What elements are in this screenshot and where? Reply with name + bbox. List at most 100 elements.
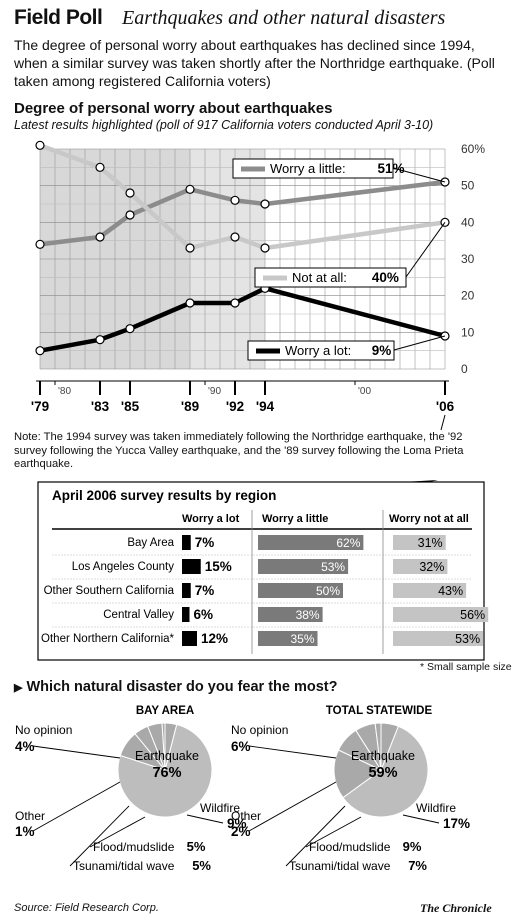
- region-label: Other Northern California*: [41, 633, 174, 645]
- slice-callout: Flood/mudslide 9%: [305, 816, 422, 854]
- slice-label: Wildfire: [416, 801, 456, 815]
- data-point: [185, 298, 195, 308]
- column-header: Worry not at all: [389, 513, 469, 525]
- value-worry-a-little: 53%: [321, 560, 345, 574]
- y-tick-label: 50: [461, 179, 475, 193]
- bar-worry-not-at-all: [393, 559, 448, 574]
- slice-label: Flood/mudslide: [309, 840, 391, 854]
- bar-worry-not-at-all: [393, 583, 467, 598]
- slice-value: 2%: [231, 824, 251, 839]
- bar-worry-a-little: [258, 631, 318, 646]
- data-point: [125, 188, 135, 198]
- bar-worry-a-lot: [182, 631, 197, 646]
- value-worry-not-at-all: 43%: [438, 584, 463, 598]
- slice-value: 9%: [227, 816, 247, 831]
- slice-callout: Tsunami/tidal wave 7%: [285, 805, 427, 873]
- x-minor-label: '00: [358, 386, 371, 397]
- survey-note: Note: The 1994 survey was taken immediat…: [14, 431, 464, 470]
- bar-worry-a-lot: [182, 559, 201, 574]
- slice-label: No opinion: [15, 723, 72, 737]
- intro-text: The degree of personal worry about earth…: [14, 37, 495, 89]
- line-chart: 0 10 20 30 40 50 60% '80 '90 '00 '79 '83 '85 '89 '92 '9…: [31, 140, 485, 430]
- page-subtitle: Earthquakes and other natural disasters: [122, 7, 446, 29]
- y-tick-label: 20: [461, 289, 475, 303]
- x-tick-label: '83: [91, 399, 110, 414]
- data-point: [260, 243, 270, 253]
- slice-label: Wildfire: [200, 801, 240, 815]
- column-header: Worry a little: [262, 513, 328, 525]
- column-header: Worry a lot: [182, 513, 240, 525]
- slice-callout: Tsunami/tidal wave 5%: [69, 805, 211, 873]
- data-point: [35, 346, 45, 356]
- source-text: Source: Field Research Corp.: [14, 902, 159, 914]
- series-callout: Worry a little: 51%: [232, 158, 446, 183]
- pointer-line: [440, 414, 446, 430]
- slice-value: 9%: [403, 839, 422, 854]
- slice-label: Tsunami/tidal wave: [289, 859, 391, 873]
- data-point: [230, 195, 240, 205]
- data-point: [95, 335, 105, 345]
- data-point: [35, 140, 45, 150]
- slice-value: 5%: [187, 839, 206, 854]
- table-row: Los Angeles County 15% 53% 32%: [52, 554, 472, 574]
- bar-worry-a-little: [258, 583, 343, 598]
- line-chart-title: Degree of personal worry about earthquak…: [14, 100, 333, 117]
- question-text: Which natural disaster do you fear the m…: [26, 679, 338, 695]
- slice-label: Earthquake: [135, 749, 199, 763]
- value-worry-a-lot: 7%: [195, 583, 215, 598]
- x-tick-label: '06: [436, 399, 455, 414]
- series-callout: Worry a lot: 9%: [247, 335, 446, 361]
- x-tick-label: '85: [121, 399, 140, 414]
- region-label: Bay Area: [127, 537, 174, 549]
- value-worry-a-lot: 7%: [195, 535, 215, 550]
- value-worry-a-little: 38%: [296, 608, 320, 622]
- callout-box: [232, 158, 394, 179]
- value-worry-a-lot: 12%: [201, 631, 228, 646]
- slice-label: No opinion: [231, 723, 288, 737]
- region-label: Other Southern California: [44, 585, 175, 597]
- pie-charts: BAY AREAEarthquake76%Wildfire9%Flood/mud…: [15, 705, 470, 873]
- table-row: Bay Area 7% 62% 31%: [127, 535, 446, 550]
- table-title: April 2006 survey results by region: [52, 488, 276, 503]
- y-tick-label: 40: [461, 215, 475, 229]
- pie-question: ▶ Which natural disaster do you fear the…: [14, 679, 338, 695]
- x-tick-label: '94: [256, 399, 275, 414]
- bar-worry-not-at-all: [393, 535, 446, 550]
- data-point: [185, 184, 195, 194]
- bar-worry-a-lot: [182, 535, 191, 550]
- bar-worry-a-lot: [182, 607, 190, 622]
- data-point: [35, 239, 45, 249]
- data-point: [95, 232, 105, 242]
- line-chart-subtitle: Latest results highlighted (poll of 917 …: [14, 118, 434, 132]
- legend-label: Not at all:: [292, 270, 347, 285]
- x-tick-label: '89: [181, 399, 199, 414]
- y-tick-label: 10: [461, 325, 475, 339]
- slice-label: Other: [231, 809, 261, 823]
- slice-value: 6%: [231, 739, 251, 754]
- x-minor-label: '80: [58, 386, 71, 397]
- value-worry-a-little: 62%: [336, 536, 360, 550]
- value-worry-not-at-all: 31%: [418, 536, 443, 550]
- y-tick-label: 0: [461, 362, 468, 376]
- slice-callout: No opinion 6%: [231, 723, 337, 759]
- publisher-credit: The Chronicle: [420, 901, 492, 915]
- x-tick-label: '79: [31, 399, 49, 414]
- region-label: Los Angeles County: [72, 561, 175, 573]
- legend-label: Worry a lot:: [285, 343, 351, 358]
- pie-slice: [333, 749, 382, 799]
- legend-latest-value: 9%: [372, 343, 392, 358]
- slice-value: 17%: [443, 816, 470, 831]
- bar-worry-not-at-all: [393, 631, 484, 646]
- value-worry-a-little: 35%: [290, 632, 314, 646]
- value-worry-not-at-all: 32%: [419, 560, 444, 574]
- slice-value: 1%: [15, 824, 35, 839]
- slice-value: 7%: [408, 858, 427, 873]
- legend-latest-value: 40%: [372, 270, 399, 285]
- brand-title: Field Poll: [14, 6, 103, 29]
- callout-box: [254, 267, 407, 288]
- region-table: April 2006 survey results by region Worry…: [37, 480, 489, 661]
- pie-title: BAY AREA: [136, 705, 194, 717]
- data-point: [185, 243, 195, 253]
